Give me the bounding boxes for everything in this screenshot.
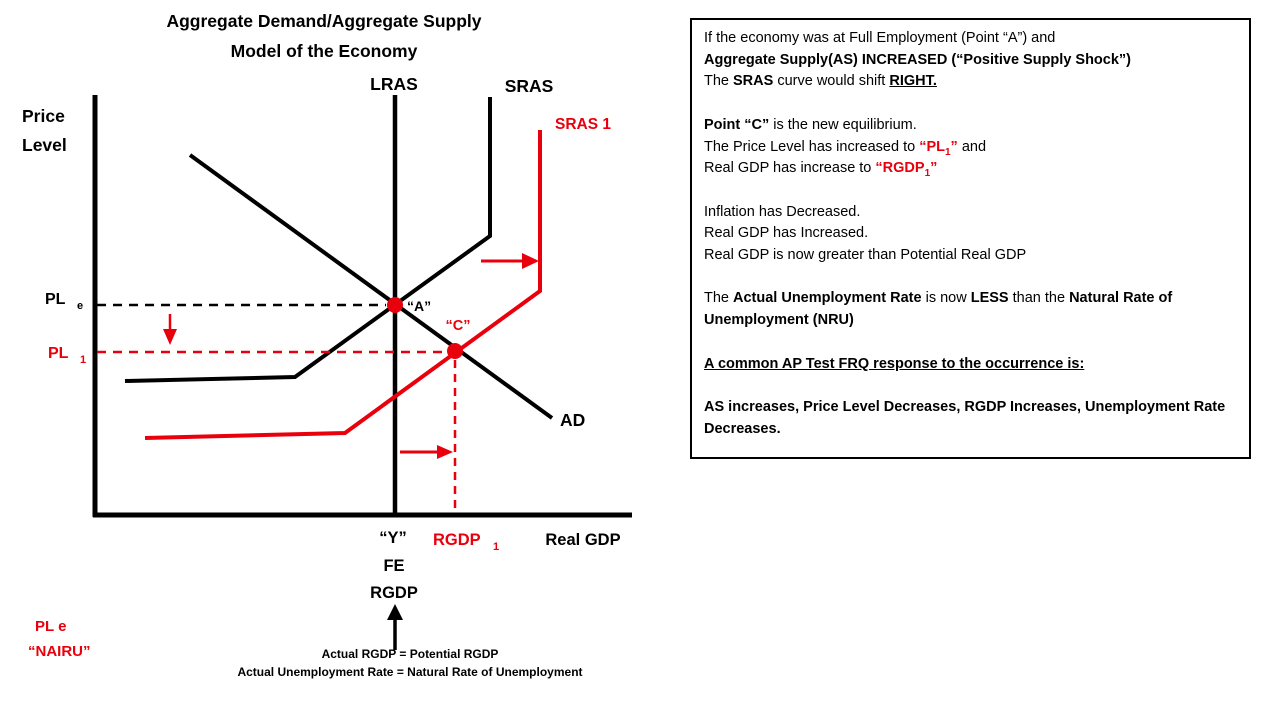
rgdp1-label: RGDP — [433, 531, 481, 549]
ad-curve — [188, 153, 554, 420]
lras-label: LRAS — [370, 74, 418, 94]
info-box-line: Real GDP has Increased. — [704, 225, 869, 242]
y-output-label: “Y” — [379, 529, 407, 547]
pl-1-label-sub: 1 — [80, 354, 86, 366]
rgdp-label: RGDP — [370, 584, 418, 602]
bottom-note-line2: Actual Unemployment Rate = Natural Rate … — [237, 665, 582, 679]
info-box-line — [704, 180, 1237, 202]
rgdp1-label-sub: 1 — [493, 541, 499, 553]
sras-label: SRAS — [505, 76, 554, 96]
info-box: If the economy was at Full Employment (P… — [690, 18, 1251, 459]
sras1-label: SRAS 1 — [555, 116, 611, 133]
info-box-line: Point “C” is the new equilibrium. — [704, 116, 917, 133]
ad-as-diagram: Aggregate Demand/Aggregate Supply Model … — [22, 11, 632, 679]
point-a-dot — [387, 297, 403, 313]
info-box-line: Real GDP has increase to “RGDP1” — [704, 160, 938, 180]
nairu-note-line1: PL e — [35, 618, 66, 635]
info-box-line: A common AP Test FRQ response to the occ… — [704, 355, 1085, 372]
rgdp-shift-arrow-head — [437, 445, 453, 459]
info-box-line: Inflation has Decreased. — [704, 203, 861, 220]
y-axis-label-line1: Price — [22, 106, 65, 126]
fe-label: FE — [383, 557, 404, 575]
fe-pointer-arrow-head — [387, 604, 403, 620]
info-box-line — [704, 332, 1237, 354]
info-box-line: Real GDP is now greater than Potential R… — [704, 247, 1027, 264]
info-box-line — [704, 93, 1237, 115]
info-box-line: AS increases, Price Level Decreases, RGD… — [704, 398, 1226, 437]
info-box-content: If the economy was at Full Employment (P… — [704, 28, 1237, 440]
y-axis-label-line2: Level — [22, 135, 67, 155]
ad-label: AD — [560, 410, 585, 430]
price-drop-arrow-head — [163, 329, 177, 345]
diagram-title-line1: Aggregate Demand/Aggregate Supply — [166, 11, 481, 31]
sras1-curve — [144, 130, 542, 440]
point-c-dot — [447, 343, 463, 359]
pl-1-label: PL — [48, 345, 69, 362]
point-c-label: “C” — [446, 318, 471, 334]
diagram-title-line2: Model of the Economy — [231, 41, 418, 61]
sras-shift-arrow-head — [522, 253, 539, 269]
info-box-line: If the economy was at Full Employment (P… — [704, 30, 1056, 46]
bottom-note-line1: Actual RGDP = Potential RGDP — [322, 647, 499, 661]
nairu-note-line2: “NAIRU” — [28, 643, 91, 660]
x-axis-label: Real GDP — [545, 531, 620, 549]
info-box-line: The Actual Unemployment Rate is now LESS… — [704, 290, 1173, 329]
point-a-label: “A” — [407, 298, 431, 314]
info-box-line: The SRAS curve would shift RIGHT. — [704, 73, 937, 90]
pl-e-label: PL — [45, 291, 66, 308]
info-box-line — [704, 375, 1237, 397]
info-box-line: The Price Level has increased to “PL1” a… — [704, 138, 987, 158]
info-box-line — [704, 267, 1237, 289]
pl-e-label-sub: e — [77, 300, 83, 312]
info-box-line: Aggregate Supply(AS) INCREASED (“Positiv… — [704, 51, 1131, 68]
